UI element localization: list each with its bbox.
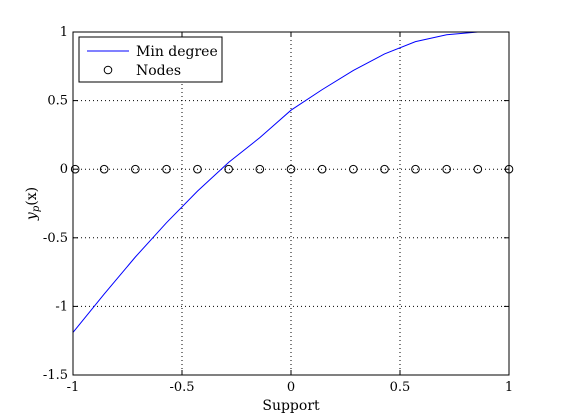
y-axis-label-sub: p bbox=[31, 205, 42, 212]
node-marker bbox=[193, 164, 202, 174]
node-marker bbox=[224, 164, 233, 174]
y-axis-label-args: (x) bbox=[24, 187, 40, 206]
node-marker bbox=[255, 164, 265, 174]
axes-box bbox=[72, 31, 510, 376]
x-axis-label: Support bbox=[262, 398, 320, 414]
x-tick-label: -1 bbox=[67, 380, 80, 395]
x-tick-label: -0.5 bbox=[169, 380, 194, 395]
node-marker bbox=[317, 164, 327, 174]
grid bbox=[73, 32, 509, 375]
node-marker bbox=[70, 164, 80, 174]
y-axis-label-main: y bbox=[24, 211, 40, 221]
x-tick-label: 0.5 bbox=[390, 380, 411, 395]
legend: Min degree Nodes bbox=[78, 36, 223, 83]
y-axis-label: yp(x) bbox=[24, 187, 42, 221]
node-marker bbox=[411, 164, 420, 174]
legend-label-nodes: Nodes bbox=[136, 63, 181, 79]
node-marker bbox=[380, 164, 389, 174]
node-marker bbox=[442, 164, 451, 174]
x-tick-label: 1 bbox=[505, 380, 513, 395]
legend-box bbox=[78, 36, 223, 83]
node-marker bbox=[286, 164, 296, 174]
node-marker bbox=[349, 164, 358, 174]
tick-labels: -1 -0.5 0 0.5 1-1.5-1-0.500.51 bbox=[43, 25, 513, 395]
x-tick-label: 0 bbox=[287, 380, 295, 395]
y-tick-label: 1 bbox=[60, 25, 68, 40]
y-tick-label: -1 bbox=[55, 299, 68, 314]
series-line-min-degree bbox=[72, 31, 509, 333]
legend-label-min-degree: Min degree bbox=[136, 44, 218, 60]
ticks bbox=[72, 31, 510, 376]
plot-area bbox=[70, 31, 514, 333]
node-marker bbox=[99, 164, 109, 174]
legend-marker-sample bbox=[103, 65, 113, 75]
node-marker bbox=[473, 164, 483, 174]
y-tick-label: -0.5 bbox=[43, 231, 68, 246]
node-marker bbox=[131, 164, 140, 174]
node-marker bbox=[162, 164, 171, 174]
y-tick-label: 0 bbox=[60, 162, 68, 177]
y-tick-label: 0.5 bbox=[47, 94, 68, 109]
y-tick-label: -1.5 bbox=[43, 368, 68, 383]
